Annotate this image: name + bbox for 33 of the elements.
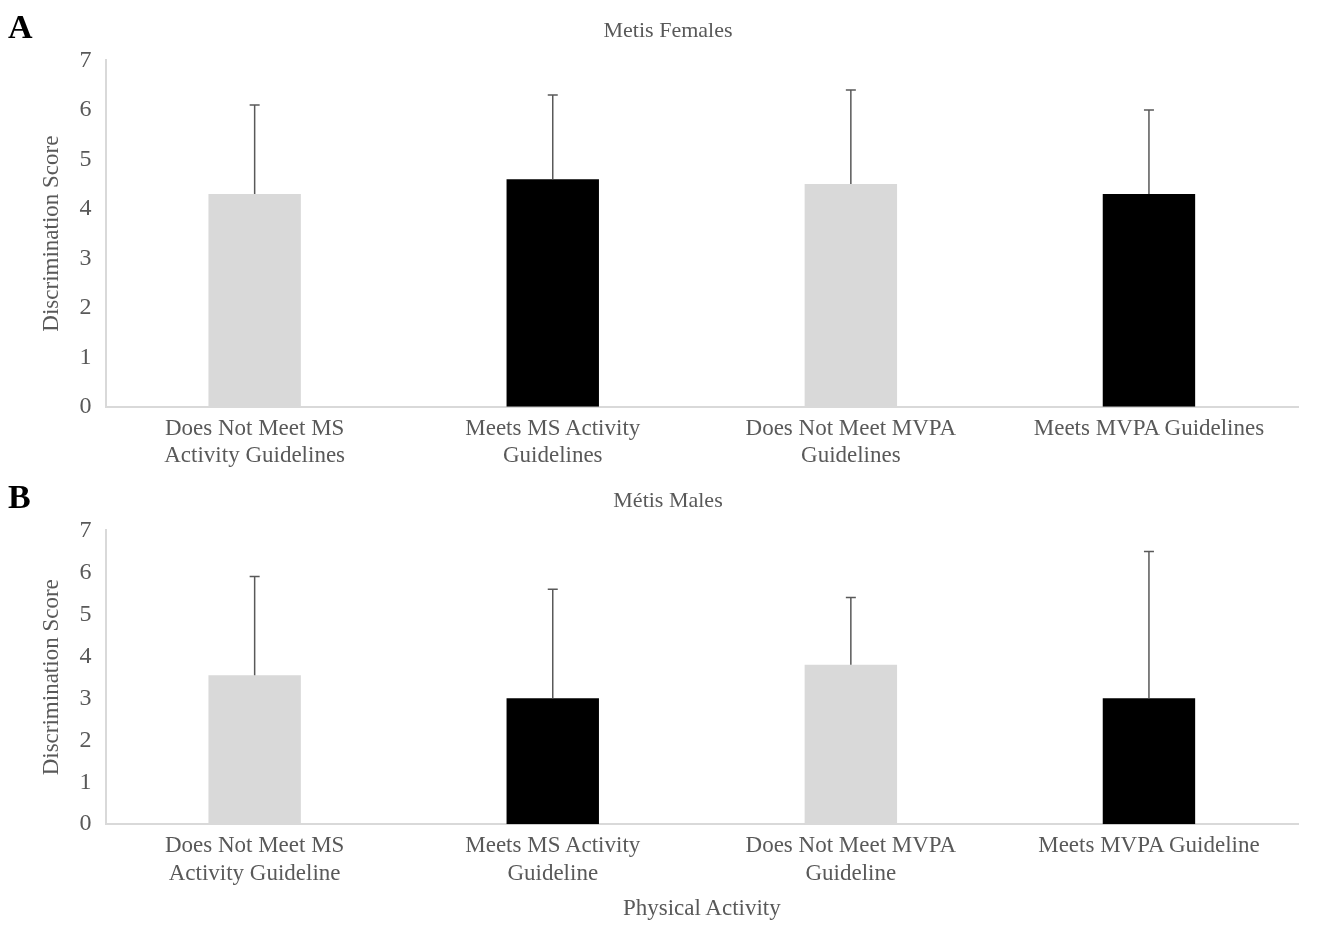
y-tick-label: 6 xyxy=(79,557,92,584)
x-tick-label: Does Not Meet MS Activity Guidelines xyxy=(164,414,346,468)
text: B xyxy=(8,477,31,515)
y-tick-label: 4 xyxy=(79,641,92,668)
y-tick-label: 7 xyxy=(79,515,92,542)
x-tick-label: Meets MS Activity Guideline xyxy=(465,832,641,885)
chart-title: Métis Males xyxy=(613,486,723,512)
y-tick-label: 2 xyxy=(79,293,92,320)
x-tick-label: Meets MS Activity Guidelines xyxy=(465,414,641,468)
y-tick-label: 2 xyxy=(79,725,92,752)
text: A xyxy=(8,7,33,45)
x-tick-label: Meets MVPA Guideline xyxy=(1038,832,1260,858)
y-tick-label: 1 xyxy=(79,342,92,369)
y-tick-label: 6 xyxy=(79,95,92,122)
x-tick-label: Does Not Meet MVPA Guidelines xyxy=(745,414,957,468)
y-axis-title: Discrimination Score xyxy=(37,579,63,776)
x-tick-label: Does Not Meet MS Activity Guideline xyxy=(164,832,345,885)
y-tick-label: 0 xyxy=(79,809,92,836)
x-axis-title: Physical Activity xyxy=(622,895,782,921)
x-tick-label: Meets MVPA Guidelines xyxy=(1033,414,1265,440)
x-tick-label: Does Not Meet MVPA Guideline xyxy=(745,832,957,885)
y-tick-label: 4 xyxy=(79,194,92,221)
y-tick-label: 3 xyxy=(79,243,92,270)
bar xyxy=(506,698,599,825)
bar xyxy=(1102,698,1196,825)
chart-title: Metis Females xyxy=(603,16,733,42)
y-tick-label: 5 xyxy=(79,599,92,626)
y-tick-label: 0 xyxy=(79,392,92,419)
y-tick-label: 1 xyxy=(79,767,92,794)
y-tick-label: 3 xyxy=(79,683,92,710)
y-tick-label: 5 xyxy=(79,144,92,171)
y-axis-title: Discrimination Score xyxy=(37,135,63,332)
y-tick-label: 7 xyxy=(79,45,92,72)
